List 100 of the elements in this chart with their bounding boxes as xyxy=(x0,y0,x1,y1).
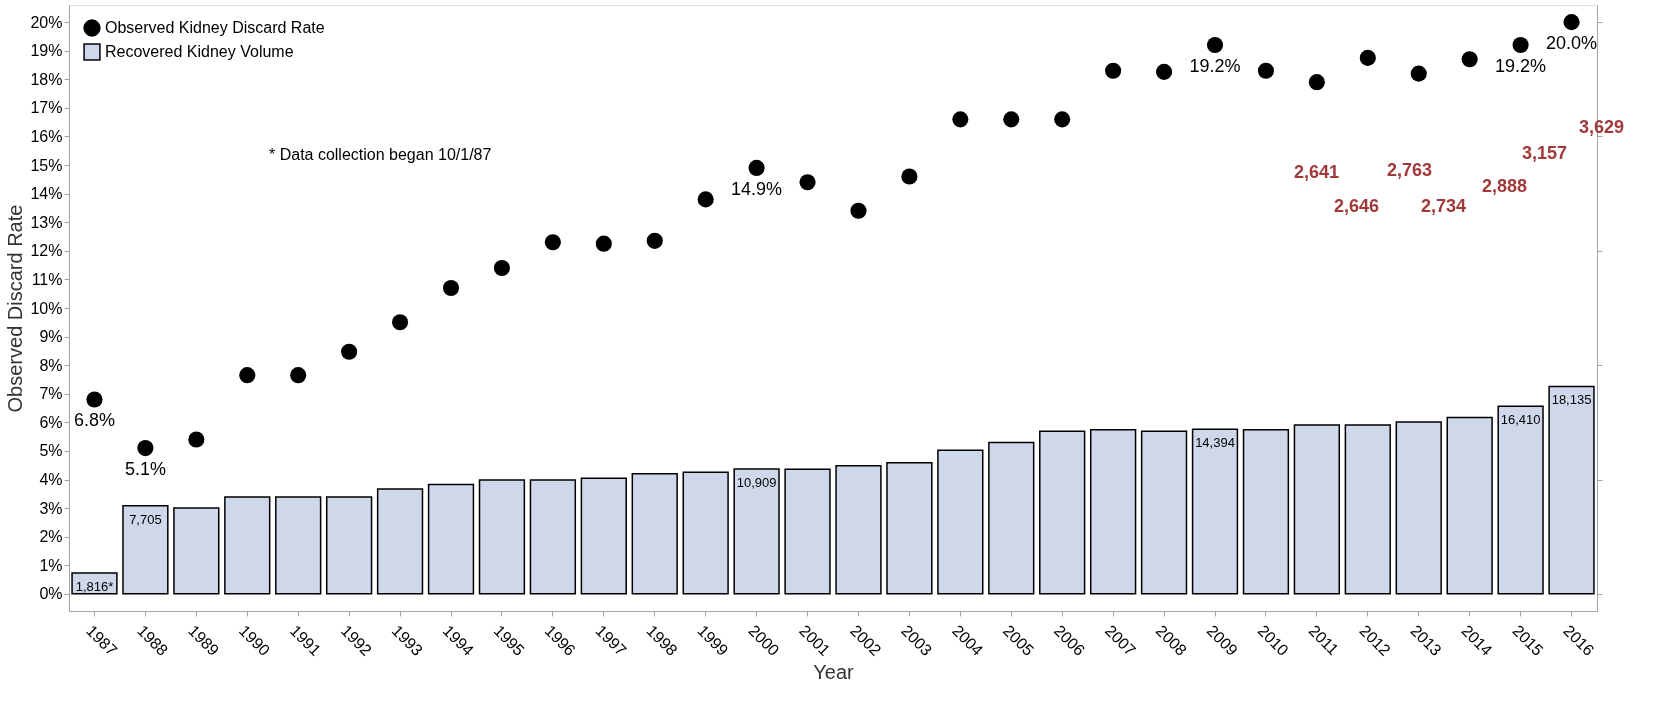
y-tick-label: 16% xyxy=(30,127,63,145)
point xyxy=(493,259,510,277)
legend-label: Recovered Kidney Volume xyxy=(105,43,294,60)
bar xyxy=(122,505,169,595)
y-tick-label: 1% xyxy=(39,556,63,574)
point xyxy=(799,174,816,191)
point xyxy=(1461,51,1478,68)
point xyxy=(697,191,714,208)
bar xyxy=(1089,429,1137,595)
point xyxy=(1512,36,1529,54)
point xyxy=(137,440,154,457)
bar xyxy=(784,468,831,595)
bar xyxy=(1446,416,1493,595)
y-tick-label: 12% xyxy=(30,242,63,260)
bar xyxy=(631,473,678,595)
data-label: 14,394 xyxy=(1195,435,1235,451)
bar xyxy=(325,496,373,595)
y-tick-label: 2% xyxy=(39,528,63,546)
y-tick-label: 6% xyxy=(39,413,63,431)
bar xyxy=(1293,424,1341,595)
annotation: 2,734 xyxy=(1421,196,1467,216)
y-tick-label: 13% xyxy=(30,213,63,231)
y-tick-label: 15% xyxy=(30,156,63,174)
bar xyxy=(1191,428,1239,595)
bar xyxy=(275,496,322,595)
legend-label: Observed Kidney Discard Rate xyxy=(105,19,325,36)
point xyxy=(544,234,561,251)
bar xyxy=(1497,405,1544,595)
y-tick-label: 4% xyxy=(39,471,63,489)
point xyxy=(392,314,409,331)
y-tick-label: 19% xyxy=(30,42,63,60)
bar xyxy=(682,471,729,595)
point xyxy=(1359,49,1376,66)
annotation: 2,646 xyxy=(1334,196,1380,216)
bar xyxy=(580,477,627,595)
bar xyxy=(1344,424,1391,595)
bar xyxy=(1140,430,1188,595)
point xyxy=(850,202,867,219)
point xyxy=(1308,74,1325,91)
point xyxy=(952,111,969,128)
y-tick-label: 3% xyxy=(39,499,63,517)
data-label: 1,816* xyxy=(75,579,114,595)
point xyxy=(442,279,460,297)
data-label: 18,135 xyxy=(1551,392,1592,408)
y-tick-label: 0% xyxy=(39,585,63,603)
annotation: 3,629 xyxy=(1579,117,1625,137)
data-label: 7,705 xyxy=(129,511,162,527)
y-tick-label: 14% xyxy=(30,185,63,203)
y-tick-label: 20% xyxy=(30,13,63,31)
data-label: 19.2% xyxy=(1189,56,1241,77)
point xyxy=(1257,62,1274,79)
data-label: 6.8% xyxy=(73,410,115,431)
point xyxy=(1563,14,1580,31)
annotation: 3,157 xyxy=(1522,143,1568,163)
bar xyxy=(937,449,984,595)
point xyxy=(595,235,612,252)
point xyxy=(1003,111,1020,128)
y-tick-label: 8% xyxy=(39,356,63,374)
x-axis-title: Year xyxy=(813,660,855,683)
y-axis-title: Observed Discard Rate xyxy=(4,204,27,413)
point xyxy=(1156,63,1173,80)
point xyxy=(86,391,103,408)
point xyxy=(1206,36,1224,54)
bar xyxy=(988,441,1035,595)
y-tick-label: 9% xyxy=(39,328,63,346)
data-label: 14.9% xyxy=(731,178,783,199)
data-label: 19.2% xyxy=(1495,56,1547,77)
point xyxy=(901,168,918,185)
point xyxy=(748,159,765,176)
point xyxy=(290,367,307,384)
bar xyxy=(529,479,577,595)
bar xyxy=(1395,421,1442,595)
bar xyxy=(376,488,424,595)
y-tick-label: 17% xyxy=(30,99,63,117)
data-label: 5.1% xyxy=(124,459,166,480)
point xyxy=(1105,62,1122,79)
bar xyxy=(1039,430,1086,595)
bar xyxy=(1548,385,1595,595)
bar xyxy=(835,465,882,595)
annotation: 2,888 xyxy=(1482,176,1528,196)
data-label: 16,410 xyxy=(1500,412,1541,428)
data-label: 20.0% xyxy=(1546,33,1598,54)
y-tick-label: 5% xyxy=(39,442,63,460)
point xyxy=(1054,111,1071,128)
y-tick-label: 11% xyxy=(31,270,63,288)
annotation: 2,763 xyxy=(1387,160,1433,180)
y-tick-label: 18% xyxy=(30,70,63,88)
point xyxy=(1410,65,1427,82)
point xyxy=(341,343,358,360)
point xyxy=(188,431,205,448)
bar xyxy=(427,483,475,595)
bar xyxy=(1242,429,1290,595)
bar xyxy=(733,468,780,595)
point xyxy=(239,367,256,384)
y-tick-label: 7% xyxy=(39,385,63,403)
bar xyxy=(886,461,933,595)
data-label: 10,909 xyxy=(736,475,777,491)
bar xyxy=(173,507,220,595)
y-tick-label: 10% xyxy=(30,299,63,317)
bar xyxy=(224,496,271,595)
